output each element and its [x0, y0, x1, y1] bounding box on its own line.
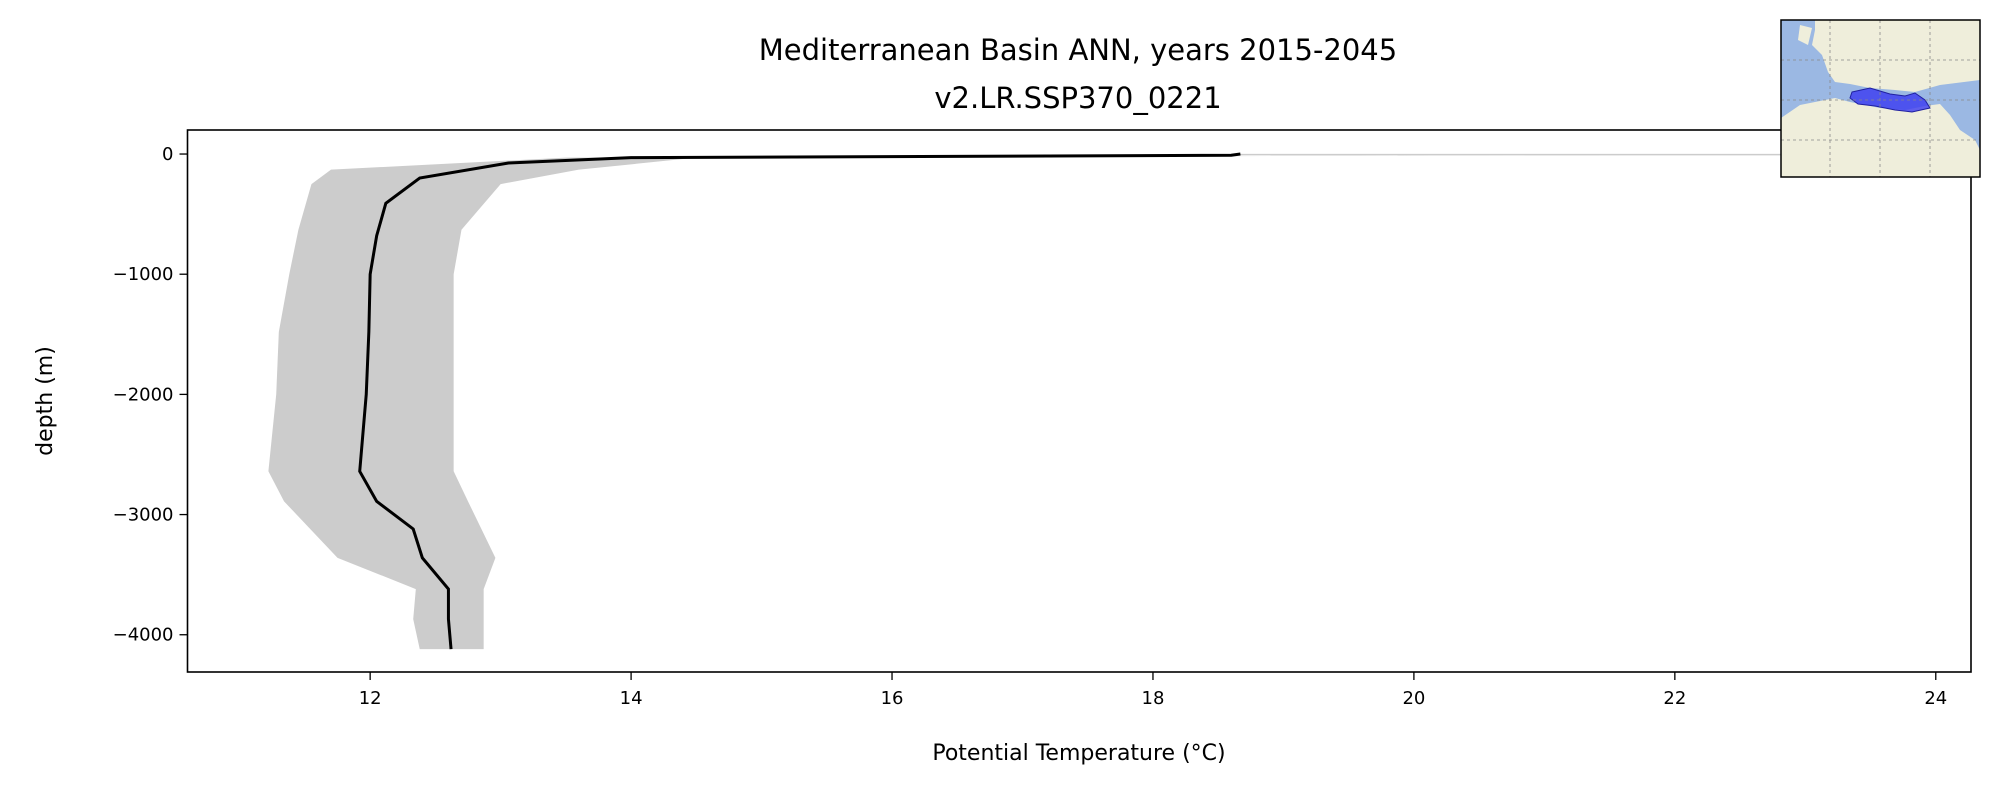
x-tick-label: 18	[1142, 688, 1165, 709]
range-band	[268, 154, 1971, 650]
map-land-uk	[1798, 25, 1812, 45]
x-tick-label: 24	[1924, 688, 1947, 709]
y-tick-label: −2000	[113, 384, 174, 405]
y-tick-label: 0	[162, 144, 173, 165]
mean-profile-line	[358, 152, 1241, 650]
y-tick-label: −4000	[113, 625, 174, 646]
chart-title-line2: v2.LR.SSP370_0221	[934, 81, 1221, 115]
x-tick-label: 14	[620, 688, 643, 709]
x-tick-label: 12	[359, 688, 382, 709]
chart-title-line1: Mediterranean Basin ANN, years 2015-2045	[759, 33, 1397, 67]
map-frame	[1780, 19, 1981, 178]
x-tick-label: 22	[1663, 688, 1686, 709]
x-tick-label: 20	[1402, 688, 1425, 709]
y-axis-label: depth (m)	[33, 346, 58, 456]
x-axis-label: Potential Temperature (°C)	[932, 741, 1225, 766]
y-tick-label: −3000	[113, 505, 174, 526]
x-axis: 12 14 16 18 20 22 24	[359, 672, 1947, 709]
axes-frame	[186, 129, 1972, 673]
plot-area	[268, 152, 1971, 650]
inset-map	[1780, 19, 1981, 178]
y-axis: 0 −1000 −2000 −3000 −4000	[113, 144, 188, 646]
y-tick-label: −1000	[113, 264, 174, 285]
x-tick-label: 16	[881, 688, 904, 709]
map-land-europe	[1812, 20, 1980, 92]
